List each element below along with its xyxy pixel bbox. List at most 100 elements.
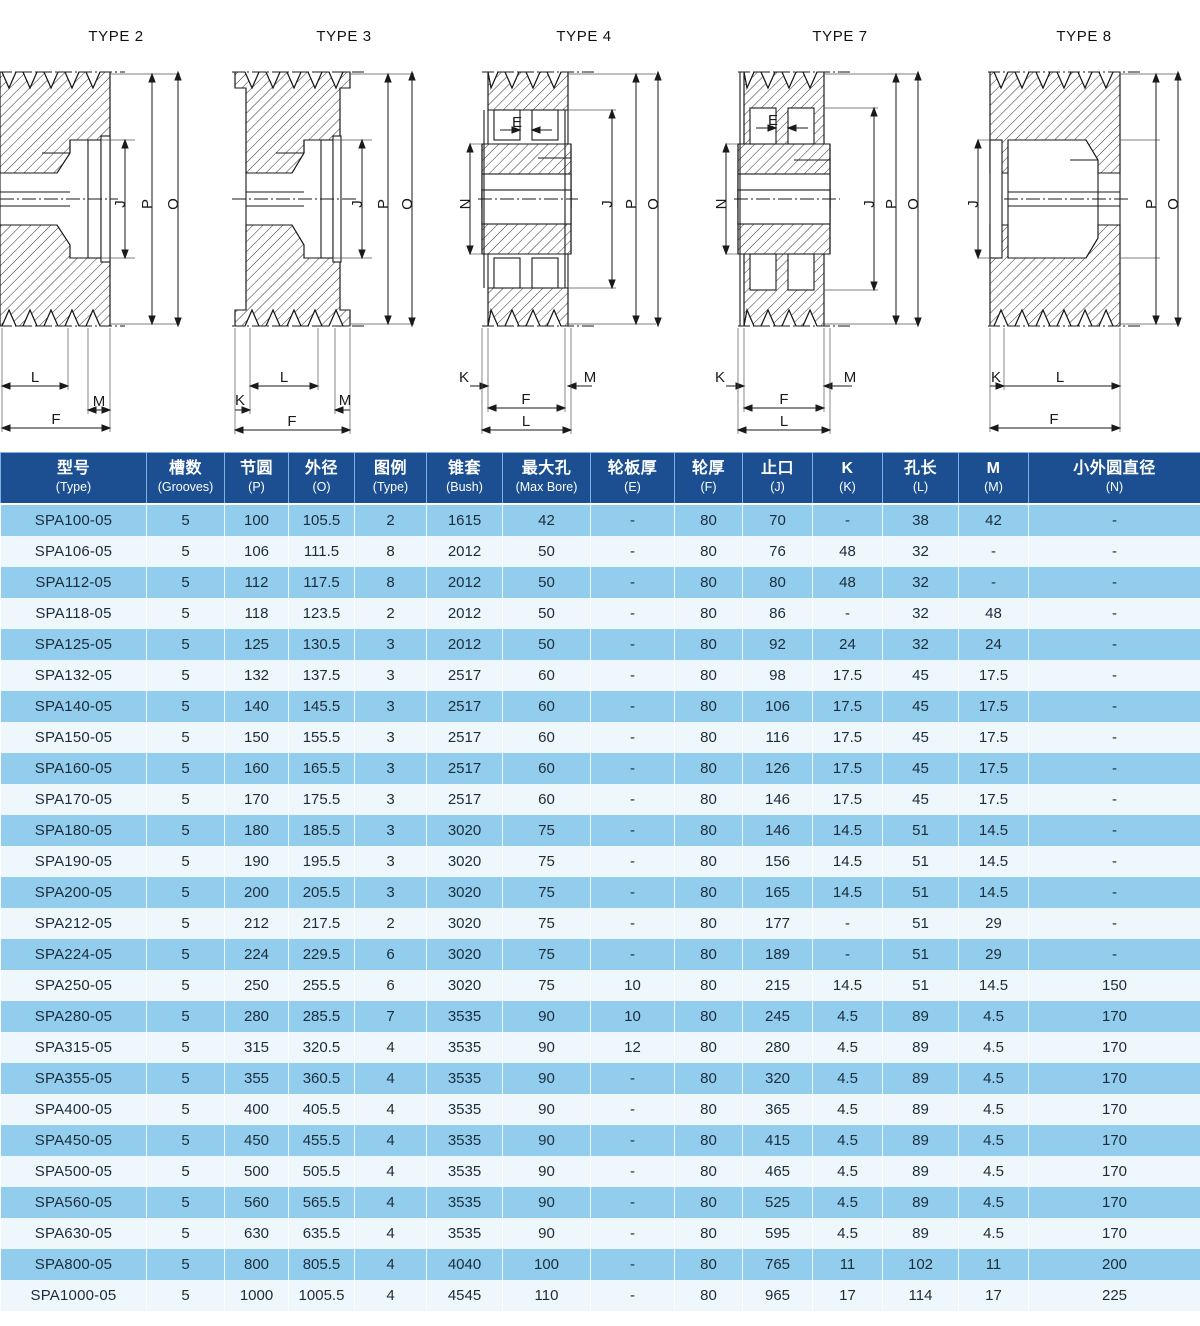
cell-P: 140 [224, 690, 289, 722]
cell-O: 175.5 [288, 783, 355, 815]
cell-F: 80 [674, 876, 743, 908]
cell-E: - [590, 503, 675, 536]
cell-O: 105.5 [288, 503, 355, 536]
table-row: SPA560-05 5 560 565.5 4 3535 90-80 525 4.5 89 4.5 1… [0, 1186, 1200, 1218]
cell-Grooves: 5 [146, 1186, 225, 1218]
cell-Bush: 3020 [426, 814, 503, 846]
cell-P: 250 [224, 969, 289, 1001]
cell-type: SPA212-05 [0, 907, 147, 939]
dim-label-L: L [31, 369, 39, 386]
cell-O: 635.5 [288, 1217, 355, 1249]
cell-M: 42 [958, 503, 1029, 536]
cell-Max Bore: 60 [502, 721, 591, 753]
cell-M: 17.5 [958, 721, 1029, 753]
dim-label-K: K [991, 369, 1001, 386]
cell-N: 170 [1028, 1124, 1200, 1156]
cell-Type: 7 [354, 1000, 427, 1032]
column-header-Max Bore: 最大孔 (Max Bore) [502, 451, 591, 505]
cell-O: 455.5 [288, 1124, 355, 1156]
cell-Type: 4 [354, 1217, 427, 1249]
cell-L: 89 [882, 1093, 959, 1125]
cell-N: - [1028, 845, 1200, 877]
cell-F: 80 [674, 1248, 743, 1280]
cell-L: 45 [882, 721, 959, 753]
cell-E: - [590, 566, 675, 598]
column-header-en: (Type) [55, 479, 92, 494]
cell-O: 405.5 [288, 1093, 355, 1125]
dim-label-P: P [139, 199, 156, 209]
cell-Max Bore: 110 [502, 1279, 591, 1311]
cell-K: 17.5 [812, 783, 883, 815]
column-header-en: (O) [312, 479, 331, 494]
cell-Grooves: 5 [146, 1062, 225, 1094]
cell-N: 170 [1028, 1217, 1200, 1249]
column-header-Type: 图例 (Type) [354, 451, 427, 505]
cell-F: 80 [674, 1000, 743, 1032]
cell-E: 10 [590, 969, 675, 1001]
cell-N: 200 [1028, 1248, 1200, 1280]
cell-L: 51 [882, 938, 959, 970]
cell-Bush: 3535 [426, 1000, 503, 1032]
dim-label-E: E [768, 112, 778, 129]
table-row: SPA450-05 5 450 455.5 4 3535 90-80 415 4.5 89 4.5 1… [0, 1124, 1200, 1156]
cell-type: SPA450-05 [0, 1124, 147, 1156]
dim-label-K: K [235, 392, 245, 409]
cell-Max Bore: 90 [502, 1217, 591, 1249]
cell-type: SPA400-05 [0, 1093, 147, 1125]
column-header-cn: 轮板厚 [607, 460, 658, 477]
cell-O: 137.5 [288, 659, 355, 691]
cell-O: 205.5 [288, 876, 355, 908]
dim-label-M: M [93, 393, 106, 410]
cell-Grooves: 5 [146, 1217, 225, 1249]
cell-M: 17.5 [958, 752, 1029, 784]
cell-Max Bore: 75 [502, 907, 591, 939]
cell-J: 215 [742, 969, 813, 1001]
cell-L: 45 [882, 752, 959, 784]
cell-Type: 6 [354, 938, 427, 970]
dim-label-O: O [905, 198, 922, 210]
column-header-en: (Type) [372, 479, 409, 494]
cell-E: - [590, 1124, 675, 1156]
cell-type: SPA500-05 [0, 1155, 147, 1187]
dim-label-L: L [522, 413, 530, 430]
cell-Bush: 3020 [426, 845, 503, 877]
cell-type: SPA100-05 [0, 503, 147, 536]
column-header-en: (J) [770, 479, 785, 494]
cell-Grooves: 5 [146, 566, 225, 598]
column-header-en: (Grooves) [157, 479, 214, 494]
cell-O: 111.5 [288, 535, 355, 567]
cell-J: 177 [742, 907, 813, 939]
cell-Max Bore: 75 [502, 845, 591, 877]
cell-K: 24 [812, 628, 883, 660]
cell-M: 4.5 [958, 1093, 1029, 1125]
cell-N: 225 [1028, 1279, 1200, 1311]
table-row: SPA355-05 5 355 360.5 4 3535 90-80 320 4.5 89 4.5 1… [0, 1062, 1200, 1094]
cell-E: - [590, 659, 675, 691]
cell-P: 160 [224, 752, 289, 784]
cell-J: 146 [742, 814, 813, 846]
cell-J: 116 [742, 721, 813, 753]
cell-K: 48 [812, 566, 883, 598]
cell-type: SPA132-05 [0, 659, 147, 691]
cell-N: - [1028, 597, 1200, 629]
cell-M: 4.5 [958, 1124, 1029, 1156]
cell-M: 11 [958, 1248, 1029, 1280]
cell-Grooves: 5 [146, 1155, 225, 1187]
dim-label-J: J [968, 200, 982, 208]
dim-label-P: P [1143, 199, 1160, 209]
cell-Grooves: 5 [146, 690, 225, 722]
cell-K: 14.5 [812, 969, 883, 1001]
cell-J: 280 [742, 1031, 813, 1063]
cell-N: - [1028, 690, 1200, 722]
column-header-cn: K [841, 460, 854, 477]
cell-E: - [590, 1217, 675, 1249]
column-header-O: 外径 (O) [288, 451, 355, 505]
cell-P: 125 [224, 628, 289, 660]
cell-F: 80 [674, 721, 743, 753]
cell-J: 965 [742, 1279, 813, 1311]
cell-E: - [590, 628, 675, 660]
column-header-E: 轮板厚 (E) [590, 451, 675, 505]
cell-J: 365 [742, 1093, 813, 1125]
cell-Grooves: 5 [146, 1000, 225, 1032]
cell-Bush: 2517 [426, 690, 503, 722]
